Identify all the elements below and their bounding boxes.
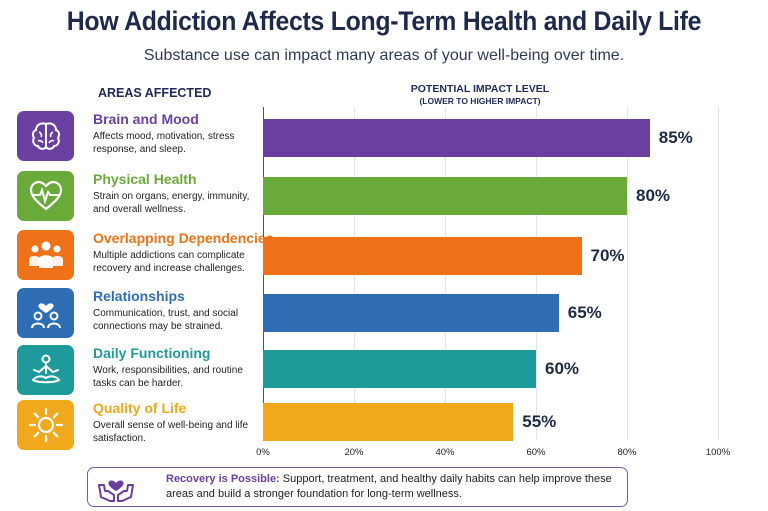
people-group-icon bbox=[28, 241, 63, 268]
brain-icon bbox=[31, 122, 60, 150]
bar bbox=[263, 294, 559, 332]
x-tick-label: 100% bbox=[705, 447, 731, 458]
x-tick-label: 0% bbox=[256, 447, 270, 458]
bar bbox=[263, 237, 582, 275]
bar-value-label: 65% bbox=[567, 303, 602, 322]
bar bbox=[263, 177, 627, 215]
page-subtitle: Substance use can impact many areas of y… bbox=[143, 47, 625, 64]
area-title: Quality of Life bbox=[93, 400, 187, 416]
bar-value-label: 70% bbox=[590, 246, 625, 265]
area-row: Quality of Life Overall sense of well-bei… bbox=[0, 400, 768, 450]
area-title: Brain and Mood bbox=[93, 111, 199, 127]
area-title: Daily Functioning bbox=[93, 345, 211, 361]
bar bbox=[263, 119, 650, 157]
x-tick-label: 20% bbox=[344, 447, 364, 458]
grid-line bbox=[627, 107, 628, 440]
recovery-callout-body: Support, treatment, and healthy daily ha… bbox=[166, 473, 612, 500]
area-row: Daily Functioning Work, responsibilities,… bbox=[0, 345, 768, 395]
page-title: How Addiction Affects Long-Term Health a… bbox=[66, 6, 702, 36]
recovery-callout-text: Recovery is Possible: Support, treatment… bbox=[166, 472, 626, 502]
area-title: Physical Health bbox=[93, 171, 197, 187]
area-title: Overlapping Dependencies bbox=[93, 230, 274, 246]
relationship-icon bbox=[30, 303, 61, 329]
area-description: Strain on organs, energy, immunity, and … bbox=[93, 191, 250, 215]
hands-heart-icon bbox=[98, 480, 134, 502]
area-description: Communication, trust, and social connect… bbox=[93, 308, 239, 332]
impact-bar-chart: 85% 80% 70% 65% 60% 55% bbox=[263, 107, 719, 441]
grid-line bbox=[718, 107, 719, 440]
recovery-callout-heading: Recovery is Possible: bbox=[166, 473, 280, 485]
bar bbox=[263, 403, 514, 441]
area-icon-tile bbox=[17, 400, 74, 450]
heartbeat-icon bbox=[29, 180, 62, 211]
area-row: Overlapping Dependencies Multiple addicti… bbox=[0, 230, 768, 280]
sun-icon bbox=[28, 407, 63, 443]
area-row: Brain and Mood Affects mood, motivation, … bbox=[0, 111, 768, 161]
area-icon-tile bbox=[17, 171, 74, 221]
bar-value-label: 80% bbox=[636, 186, 671, 205]
area-description: Multiple addictions can complicate recov… bbox=[93, 250, 245, 274]
impact-header-sublabel: (LOWER TO HIGHER IMPACT) bbox=[419, 96, 541, 106]
x-tick-label: 40% bbox=[435, 447, 455, 458]
x-tick-label: 80% bbox=[617, 447, 637, 458]
x-tick-label: 60% bbox=[526, 447, 546, 458]
bar-value-label: 55% bbox=[522, 412, 557, 431]
area-row: Relationships Communication, trust, and s… bbox=[0, 288, 768, 338]
bar-value-label: 60% bbox=[545, 359, 580, 378]
impact-header-label: POTENTIAL IMPACT LEVEL bbox=[410, 83, 550, 95]
area-icon-tile bbox=[17, 288, 74, 338]
bar bbox=[263, 350, 536, 388]
area-icon-tile bbox=[17, 230, 74, 280]
area-icon-tile bbox=[17, 111, 74, 161]
area-title: Relationships bbox=[93, 288, 185, 304]
area-icon-tile bbox=[17, 345, 74, 395]
impact-column-header: POTENTIAL IMPACT LEVEL (LOWER TO HIGHER … bbox=[360, 83, 600, 107]
area-description: Affects mood, motivation, stress respons… bbox=[93, 131, 235, 155]
area-row: Physical Health Strain on organs, energy,… bbox=[0, 171, 768, 221]
bar-value-label: 85% bbox=[658, 128, 693, 147]
areas-column-header: AREAS AFFECTED bbox=[98, 86, 212, 100]
meditation-icon bbox=[31, 354, 60, 384]
recovery-callout: Recovery is Possible: Support, treatment… bbox=[87, 467, 628, 507]
area-description: Work, responsibilities, and routine task… bbox=[93, 365, 243, 389]
area-description: Overall sense of well-being and life sat… bbox=[93, 420, 249, 444]
